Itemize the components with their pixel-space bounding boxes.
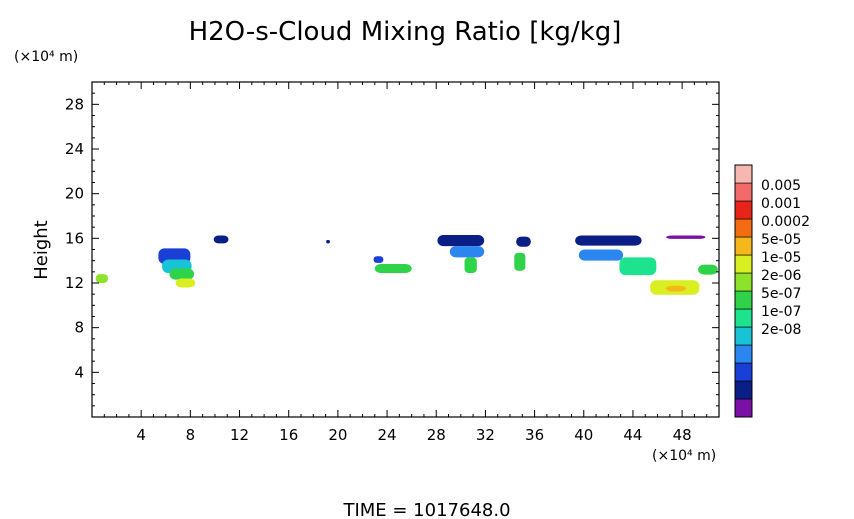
colorbar-swatch: [734, 380, 753, 400]
x-tick-label: 12: [230, 426, 249, 444]
y-axis-label: Height: [31, 220, 52, 280]
x-tick-label: 40: [574, 426, 593, 444]
colorbar-label: 5e-07: [761, 286, 801, 302]
colorbar-swatch: [734, 272, 753, 292]
cloud-cell-11: [464, 257, 477, 273]
cloud-cells: [95, 234, 718, 295]
cloud-cell-9: [437, 234, 485, 247]
cloud-cell-15: [578, 249, 624, 261]
cloud-cell-14: [575, 235, 642, 246]
cloud-cell-18: [666, 285, 686, 292]
colorbar-swatch: [734, 254, 753, 274]
cloud-cell-10: [449, 246, 485, 258]
x-tick-label: 24: [378, 426, 397, 444]
x-tick-label: 4: [136, 426, 146, 444]
y-tick-label: 16: [65, 229, 84, 247]
cloud-cell-3: [169, 268, 195, 280]
cloud-cell-12: [516, 236, 531, 247]
colorbar-swatch: [734, 326, 753, 346]
colorbar-swatch: [734, 308, 753, 328]
colorbar-swatch: [734, 290, 753, 310]
colorbar-swatch: [734, 164, 753, 184]
y-tick-label: 20: [65, 185, 84, 203]
cloud-cell-5: [213, 235, 229, 244]
cloud-cell-6: [326, 240, 330, 244]
cloud-cell-0: [95, 274, 108, 283]
y-unit-label: (×10⁴ m): [14, 49, 78, 65]
colorbar-label: 0.0002: [761, 214, 810, 230]
colorbar: 0.005 0.001 0.0002 5e-05 1e-05 2e-06 5e-07 1e-0…: [734, 164, 810, 418]
x-unit-label: (×10⁴ m): [652, 448, 716, 464]
chart-title: H2O-s-Cloud Mixing Ratio [kg/kg]: [189, 17, 622, 47]
x-tick-label: 8: [186, 426, 196, 444]
colorbar-swatch: [734, 218, 753, 238]
colorbar-label: 1e-05: [761, 250, 801, 266]
colorbar-label: 1e-07: [761, 304, 801, 320]
colorbar-label: 5e-05: [761, 232, 801, 248]
x-tick-label: 36: [525, 426, 544, 444]
colorbar-label: 2e-06: [761, 268, 801, 284]
cloud-cell-13: [514, 252, 526, 271]
colorbar-label: 0.005: [761, 178, 801, 194]
colorbar-swatch: [734, 398, 753, 418]
footer-time: TIME = 1017648.0: [342, 500, 510, 519]
colorbar-label: 0.001: [761, 196, 801, 212]
colorbar-label: 2e-08: [761, 322, 801, 338]
y-tick-label: 12: [65, 274, 84, 292]
colorbar-frame: [734, 164, 753, 418]
colorbar-swatch: [734, 236, 753, 256]
cloud-cell-20: [666, 235, 706, 239]
colorbar-swatch: [734, 182, 753, 202]
y-tick-label: 24: [65, 140, 84, 158]
x-tick-label: 20: [328, 426, 347, 444]
cloud-cell-7: [373, 256, 384, 263]
cloud-cell-16: [619, 257, 657, 276]
cloud-cell-4: [175, 278, 196, 288]
cloud-cell-19: [698, 264, 718, 275]
x-tick-label: 44: [623, 426, 642, 444]
cloud-cell-8: [374, 264, 412, 273]
y-tick-label: 8: [74, 319, 84, 337]
y-tick-label: 4: [74, 363, 84, 381]
x-tick-label: 48: [673, 426, 692, 444]
colorbar-swatch: [734, 362, 753, 382]
colorbar-swatch: [734, 200, 753, 220]
x-tick-label: 16: [279, 426, 298, 444]
colorbar-swatch: [734, 344, 753, 364]
y-tick-label: 28: [65, 95, 84, 113]
x-tick-label: 28: [427, 426, 446, 444]
x-tick-label: 32: [476, 426, 495, 444]
